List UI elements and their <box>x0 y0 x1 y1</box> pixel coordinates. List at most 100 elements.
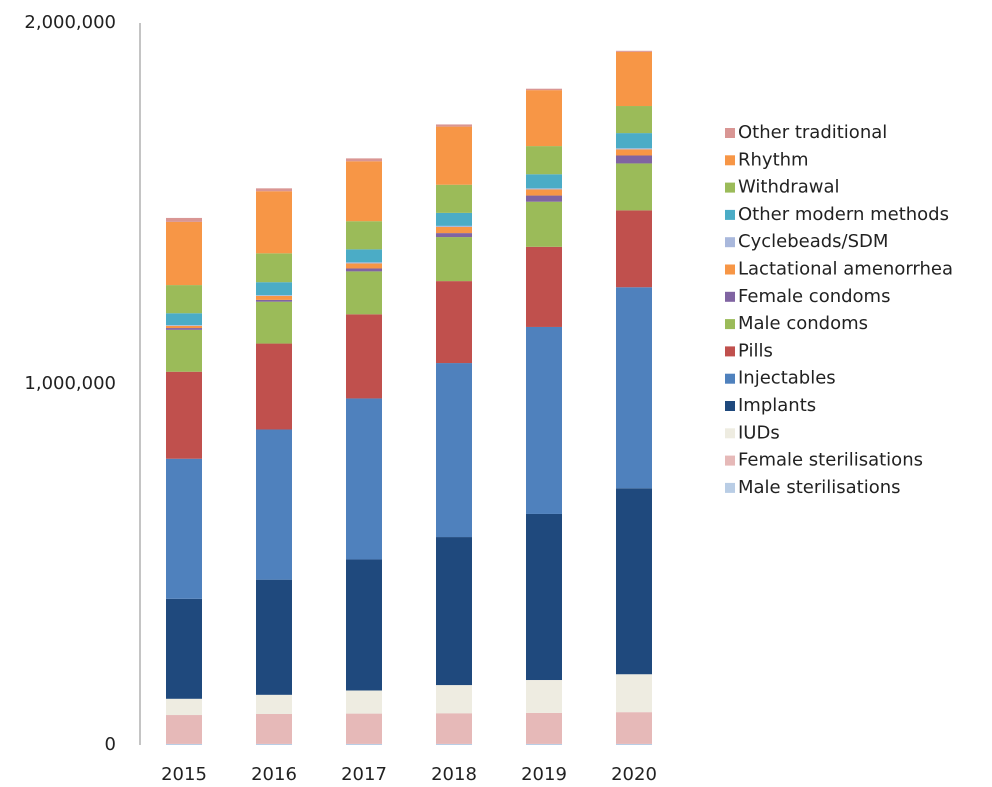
bar-segment <box>526 174 562 189</box>
bar-segment <box>616 106 652 134</box>
legend-label: Female sterilisations <box>738 450 923 471</box>
bar-segment <box>436 363 472 538</box>
bar-segment <box>166 698 202 716</box>
bar-segment <box>436 537 472 686</box>
x-tick-label: 2016 <box>251 764 297 785</box>
legend-label: Male sterilisations <box>738 477 901 498</box>
bar-segment <box>436 184 472 213</box>
legend-swatch <box>725 182 735 193</box>
bar-segment <box>616 51 652 107</box>
bar-segment <box>166 285 202 314</box>
bar-segment <box>346 271 382 315</box>
legend-label: Implants <box>738 395 816 416</box>
bar-segment <box>166 329 202 372</box>
bar-segment <box>256 343 292 430</box>
bar-segment <box>436 685 472 714</box>
bar-segment <box>256 188 292 192</box>
bar-segment <box>526 88 562 91</box>
bar-segment <box>616 50 652 52</box>
bar-segment <box>346 713 382 744</box>
bar-segment <box>526 90 562 147</box>
bar-segment <box>256 253 292 283</box>
bar-segment <box>346 161 382 222</box>
bar-segment <box>256 295 292 296</box>
bar-segment <box>166 598 202 699</box>
bar-segment <box>346 263 382 269</box>
bar-segment <box>436 212 472 226</box>
bar-segment <box>526 195 562 202</box>
legend-label: Cyclebeads/SDM <box>738 231 888 252</box>
bar-segment <box>436 225 472 227</box>
legend-swatch <box>725 237 735 248</box>
legend-label: Female condoms <box>738 286 890 307</box>
bar-segment <box>346 262 382 264</box>
x-tick-label: 2020 <box>611 764 657 785</box>
bar-segment <box>166 371 202 459</box>
bar-segment <box>526 326 562 514</box>
x-tick-label: 2015 <box>161 764 207 785</box>
bar-segment <box>166 325 202 326</box>
bar-segment <box>346 743 382 745</box>
legend-swatch <box>725 346 735 357</box>
y-tick-label: 2,000,000 <box>24 12 116 33</box>
bar-segment <box>256 694 292 714</box>
bar-segment <box>436 124 472 127</box>
bar-segment <box>616 210 652 288</box>
bar-segment <box>526 201 562 247</box>
bar-segment <box>346 559 382 691</box>
legend-swatch <box>725 155 735 166</box>
legend-label: Other traditional <box>738 122 887 143</box>
legend-label: IUDs <box>738 422 780 443</box>
bar-segment <box>346 690 382 714</box>
bar-segment <box>256 295 292 300</box>
bar-segment <box>436 237 472 282</box>
bar-segment <box>616 149 652 156</box>
bar-segment <box>256 301 292 344</box>
legend-label: Male condoms <box>738 313 868 334</box>
legend-swatch <box>725 401 735 411</box>
bar-segment <box>256 299 292 302</box>
bar-segment <box>436 233 472 238</box>
bar-segment <box>616 712 652 744</box>
legend-label: Withdrawal <box>738 177 839 198</box>
bar-segment <box>346 221 382 250</box>
bar-segment <box>616 743 652 745</box>
legend-swatch <box>725 128 735 138</box>
bar-segment <box>436 743 472 745</box>
bar-segment <box>346 268 382 272</box>
bar-segment <box>166 325 202 329</box>
bar-segment <box>256 429 292 580</box>
bar-segment <box>256 579 292 695</box>
bar-segment <box>526 680 562 713</box>
bar-segment <box>526 712 562 744</box>
y-tick-label: 1,000,000 <box>24 373 116 394</box>
bar-segment <box>526 146 562 175</box>
bar-segment <box>436 126 472 185</box>
legend-swatch <box>725 291 735 302</box>
bar-segment <box>616 148 652 150</box>
bar-segment <box>346 314 382 399</box>
bar-segment <box>616 674 652 713</box>
legend-swatch <box>725 319 735 330</box>
bar-segment <box>256 743 292 745</box>
legend-swatch <box>725 482 735 493</box>
bar-segment <box>526 743 562 745</box>
legend-label: Other modern methods <box>738 204 949 225</box>
bar-segment <box>166 221 202 286</box>
bar-segment <box>616 133 652 149</box>
bar-segment <box>166 217 202 222</box>
x-tick-label: 2019 <box>521 764 567 785</box>
bar-segment <box>616 155 652 164</box>
legend-swatch <box>725 428 735 439</box>
bar-segment <box>256 282 292 296</box>
bar-segment <box>436 713 472 744</box>
bar-segment <box>166 743 202 745</box>
bar-segment <box>616 163 652 211</box>
bar-segment <box>616 287 652 489</box>
legend-label: Rhythm <box>738 149 809 170</box>
y-tick-label: 0 <box>105 734 116 755</box>
bar-segment <box>346 249 382 263</box>
bar-segment <box>166 328 202 330</box>
bar-segment <box>346 398 382 560</box>
